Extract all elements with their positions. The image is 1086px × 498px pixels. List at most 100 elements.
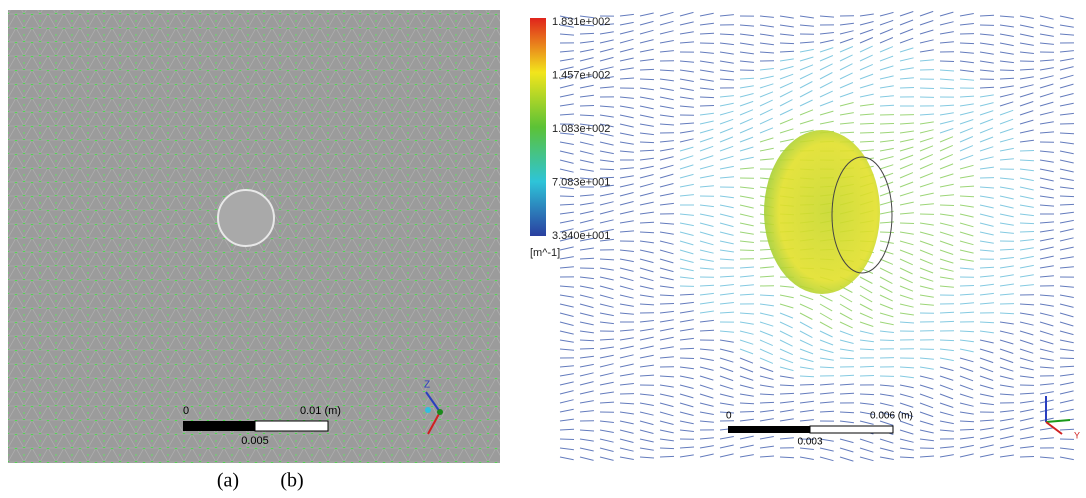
scale-end: 0.006 (m) (870, 411, 913, 422)
streak (680, 358, 694, 359)
colorbar-label: 1.831e+002 (552, 16, 610, 28)
streak (640, 142, 654, 143)
streak (680, 348, 694, 349)
streak (640, 232, 654, 233)
colorbar-label: 7.083e+001 (552, 176, 610, 188)
streak (1020, 151, 1034, 152)
streak (900, 88, 914, 89)
streak (960, 286, 974, 287)
streak (580, 115, 594, 116)
streak (860, 366, 874, 367)
streak (660, 304, 674, 305)
axis-label: Z (424, 380, 430, 391)
streak (960, 331, 974, 332)
streak (580, 349, 594, 350)
cylinder (218, 190, 274, 246)
scale-start: 0 (726, 411, 732, 422)
scale-bar-white (810, 426, 893, 433)
streak (940, 340, 954, 341)
streak (960, 429, 974, 430)
streak (980, 267, 994, 268)
streak (780, 43, 794, 44)
streak (980, 15, 994, 16)
streak (1000, 70, 1014, 71)
scale-end: 0.01 (m) (300, 405, 341, 417)
streak (940, 312, 954, 313)
streak (780, 393, 794, 394)
panel-label: (a) (217, 470, 239, 492)
streak (580, 33, 594, 34)
panel-label: (b) (280, 470, 303, 492)
streak (560, 439, 574, 440)
axis-dot (425, 407, 431, 413)
streak (940, 61, 954, 62)
streak (1020, 232, 1034, 233)
streak (560, 429, 574, 430)
scale-start: 0 (183, 405, 189, 417)
streak (700, 97, 714, 98)
streak (660, 456, 674, 457)
panel-b: 1.831e+002 1.457e+002 1.083e+002 7.083e+001… (527, 10, 1083, 463)
streak (1020, 223, 1034, 224)
streak (700, 33, 714, 34)
streak (940, 321, 954, 322)
scale-bar-black (728, 426, 810, 433)
streak (1060, 204, 1074, 205)
streak (740, 250, 754, 251)
streak (580, 106, 594, 107)
streak (1060, 196, 1074, 197)
figure: 0 0.01 (m) 0.005 Z 1.831e+0021.457e+0021… (0, 0, 1086, 493)
scale-mid: 0.003 (797, 437, 822, 448)
streak (840, 132, 854, 133)
streak (1020, 457, 1034, 458)
streak (860, 349, 874, 350)
streak (860, 123, 874, 124)
axis-origin (437, 409, 443, 415)
streak (660, 295, 674, 296)
streak (880, 232, 894, 233)
streak (560, 204, 574, 205)
streak (640, 79, 654, 80)
streak (680, 294, 694, 295)
streak (980, 322, 994, 323)
streak (780, 51, 794, 52)
streak (640, 222, 654, 223)
streak (600, 169, 614, 170)
wake-region (764, 130, 880, 294)
streak (700, 106, 714, 107)
streak (740, 412, 754, 413)
streak (560, 196, 574, 197)
streak (860, 376, 874, 377)
streak (760, 402, 774, 403)
streak (860, 394, 874, 395)
scale-mid: 0.005 (241, 435, 269, 447)
streak (880, 124, 894, 125)
streak (960, 43, 974, 44)
scale-bar-white (255, 421, 328, 431)
colorbar-unit: [m^-1] (530, 247, 560, 259)
streak (840, 393, 854, 394)
streak (800, 385, 814, 386)
streak (860, 133, 874, 134)
scale-bar-black (183, 421, 255, 431)
colorbar (530, 18, 546, 236)
colorbar-label: 3.340e+001 (552, 230, 610, 242)
streak (860, 141, 874, 142)
streak (640, 69, 654, 70)
streak (900, 223, 914, 224)
colorbar-label: 1.083e+002 (552, 123, 610, 135)
streak (780, 385, 794, 386)
streak (920, 88, 934, 89)
streak (880, 340, 894, 341)
streak (960, 196, 974, 197)
streak (880, 105, 894, 106)
streak (940, 205, 954, 206)
streak (1000, 249, 1014, 250)
streak (760, 295, 774, 296)
streak (660, 448, 674, 449)
axis-label: Y (1074, 430, 1080, 440)
streak (640, 150, 654, 151)
colorbar-label: 1.457e+002 (552, 69, 610, 81)
panel-a: 0 0.01 (m) 0.005 Z (8, 10, 500, 463)
streak (1060, 358, 1074, 359)
